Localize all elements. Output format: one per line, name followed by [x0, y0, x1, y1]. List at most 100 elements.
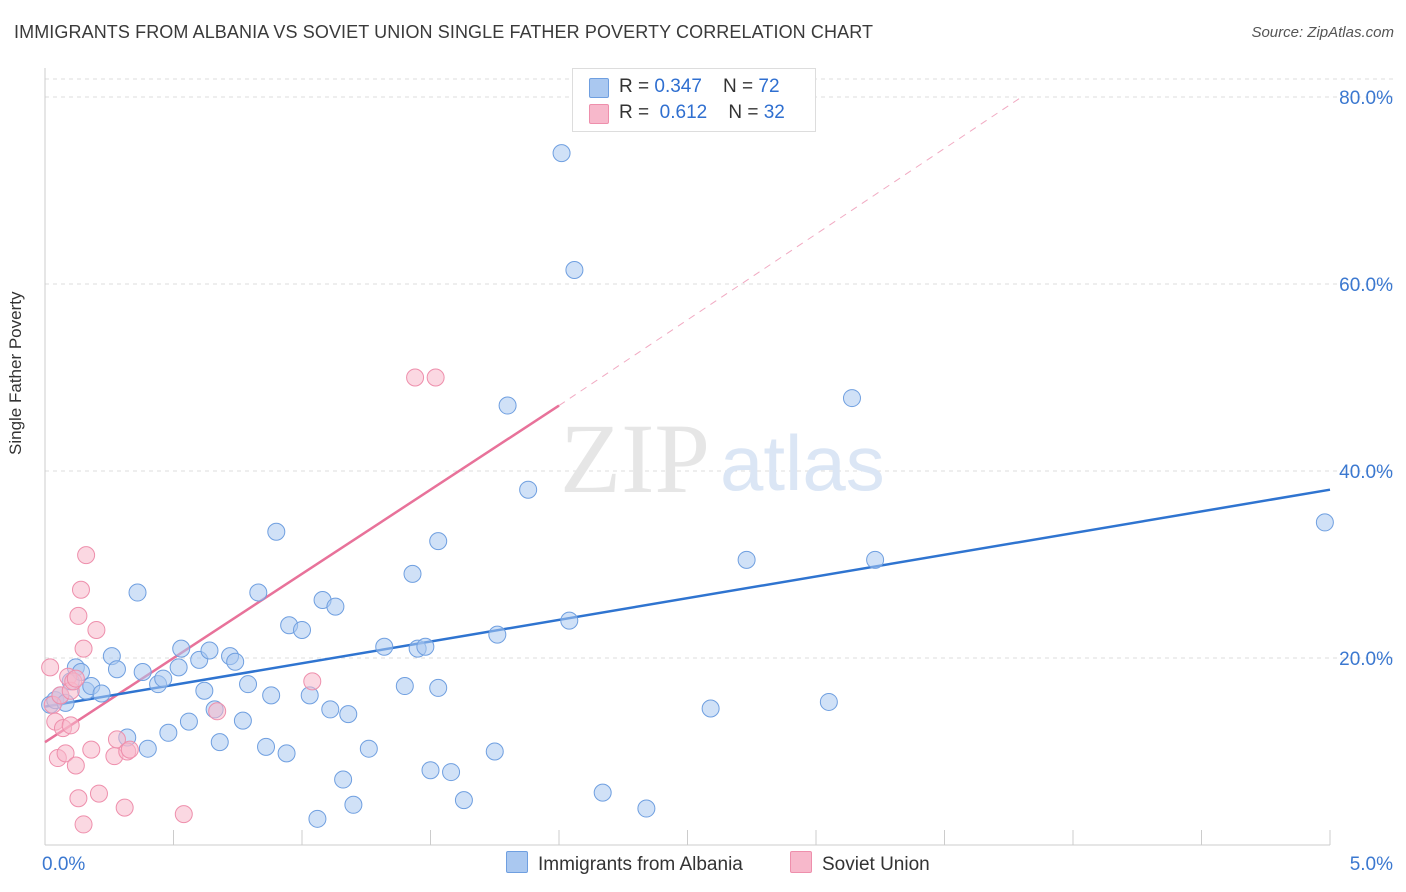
point-albania: [334, 770, 353, 789]
point-soviet: [208, 702, 227, 721]
point-soviet: [107, 730, 126, 749]
point-albania: [701, 699, 720, 718]
bottom-legend-label-soviet: Soviet Union: [822, 854, 930, 875]
point-albania: [249, 583, 268, 602]
point-soviet: [89, 784, 108, 803]
point-soviet: [82, 740, 101, 759]
point-albania: [519, 480, 538, 499]
point-albania: [92, 684, 111, 703]
legend-n-label: N =: [723, 76, 759, 97]
point-albania: [154, 669, 173, 688]
point-albania: [239, 675, 258, 694]
point-albania: [560, 611, 579, 630]
legend-n-label: N =: [728, 102, 764, 123]
point-albania: [321, 700, 340, 719]
point-albania: [107, 660, 126, 679]
point-albania: [195, 681, 214, 700]
point-albania: [395, 677, 414, 696]
point-albania: [262, 686, 281, 705]
point-albania: [133, 663, 152, 682]
point-albania: [819, 692, 838, 711]
gridlines: [45, 78, 1395, 659]
point-soviet: [406, 368, 425, 387]
point-albania: [416, 637, 435, 656]
legend-r-label: R =: [619, 102, 655, 123]
point-soviet: [74, 639, 93, 658]
point-albania: [403, 564, 422, 583]
x-tick-label-min: 0.0%: [42, 854, 85, 875]
legend-swatch-soviet: [589, 104, 609, 124]
chart-title: IMMIGRANTS FROM ALBANIA VS SOVIET UNION …: [14, 22, 874, 42]
point-albania: [593, 783, 612, 802]
point-albania: [233, 711, 252, 730]
point-albania: [637, 799, 656, 818]
y-tick-label: 60.0%: [1339, 275, 1393, 296]
bottom-legend-soviet: Soviet Union: [790, 851, 930, 876]
legend-r-value: 0.347: [654, 76, 702, 97]
point-albania: [565, 260, 584, 279]
point-albania: [179, 712, 198, 731]
point-albania: [210, 733, 229, 752]
trend-line-soviet: [44, 404, 560, 744]
point-albania: [267, 522, 286, 541]
legend-swatch-albania: [589, 78, 609, 98]
point-soviet: [426, 368, 445, 387]
bottom-legend-albania: Immigrants from Albania: [506, 851, 743, 876]
point-albania: [308, 809, 327, 828]
point-albania: [737, 550, 756, 569]
point-albania: [138, 739, 157, 758]
legend-r-label: R =: [619, 76, 655, 97]
point-soviet: [71, 580, 90, 599]
point-soviet: [77, 546, 96, 565]
watermark-atlas: atlas: [720, 419, 885, 507]
point-albania: [200, 641, 219, 660]
point-albania: [159, 723, 178, 742]
y-tick-label: 80.0%: [1339, 88, 1393, 109]
axes: [44, 68, 1331, 846]
y-tick-label: 20.0%: [1339, 649, 1393, 670]
bottom-legend-swatch-soviet: [790, 851, 812, 873]
point-albania: [326, 597, 345, 616]
point-soviet: [66, 756, 85, 775]
x-tick-label-max: 5.0%: [1350, 854, 1393, 875]
trend-line-albania: [44, 488, 1331, 708]
point-albania: [375, 637, 394, 656]
legend-r-value: 0.612: [659, 102, 708, 123]
legend-n-value: 72: [758, 76, 780, 97]
bottom-legend-swatch-albania: [506, 851, 528, 873]
point-albania: [442, 763, 461, 782]
point-albania: [344, 795, 363, 814]
point-soviet: [61, 716, 80, 735]
point-albania: [1315, 513, 1334, 532]
point-albania: [339, 705, 358, 724]
point-soviet: [69, 789, 88, 808]
point-albania: [226, 652, 245, 671]
point-albania: [277, 744, 296, 763]
point-albania: [429, 678, 448, 697]
source-label: Source: ZipAtlas.com: [1251, 24, 1394, 41]
point-soviet: [69, 606, 88, 625]
point-albania: [485, 742, 504, 761]
point-soviet: [120, 740, 139, 759]
y-tick-label: 40.0%: [1339, 462, 1393, 483]
point-albania: [257, 737, 276, 756]
point-albania: [552, 144, 571, 163]
point-albania: [293, 620, 311, 639]
point-albania: [498, 396, 517, 415]
legend-n-value: 32: [763, 102, 785, 123]
data-points: [41, 144, 1334, 834]
watermark: ZIP atlas: [560, 403, 885, 514]
point-albania: [172, 639, 191, 658]
trend-lines: [44, 96, 1331, 744]
point-soviet: [174, 805, 193, 824]
point-soviet: [66, 669, 85, 688]
point-soviet: [87, 620, 106, 639]
stats-legend: R = 0.347 N = 72 R = 0.612 N = 32: [572, 68, 816, 132]
point-albania: [454, 791, 473, 810]
point-soviet: [56, 744, 75, 763]
point-albania: [128, 583, 147, 602]
trend-line-soviet-extension: [558, 96, 1022, 406]
tick-labels: 20.0% 40.0% 60.0% 80.0% 0.0% 5.0%: [42, 88, 1393, 875]
bottom-legend-label-albania: Immigrants from Albania: [538, 854, 743, 875]
